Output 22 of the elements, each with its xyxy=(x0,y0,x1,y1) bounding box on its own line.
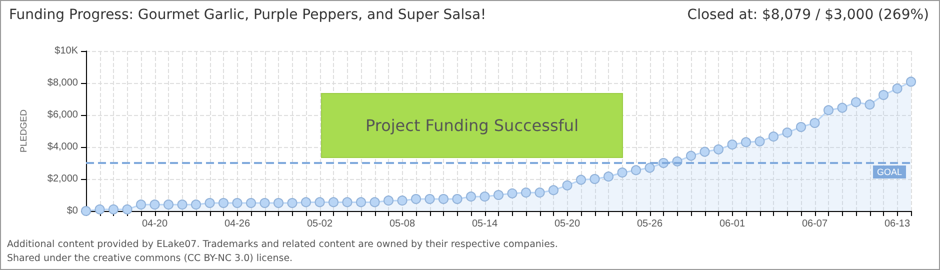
x-tick-label: 06-01 xyxy=(719,218,746,230)
x-tick-label: 05-20 xyxy=(554,218,580,230)
y-tick-label: $4,000 xyxy=(47,142,78,152)
y-tick-label: $8,000 xyxy=(47,78,78,88)
chart-title: Funding Progress: Gourmet Garlic, Purple Peppers, and Super Salsa! xyxy=(9,7,486,23)
y-tick-label: $0 xyxy=(66,206,78,216)
text: Shared under the creative commons (CC BY-NC 3.0) license. xyxy=(7,253,293,264)
x-tick-label: 04-20 xyxy=(142,218,168,230)
y-tick-label: $10K xyxy=(54,46,78,56)
x-tick-label: 04-26 xyxy=(224,218,250,230)
x-tick-label: 06-07 xyxy=(802,218,828,230)
y-tick-label: $6,000 xyxy=(47,110,78,120)
chart-subtitle: Closed at: $8,079 / $3,000 (269%) xyxy=(687,7,929,23)
x-tick-label: 05-02 xyxy=(306,218,333,230)
y-axis-title: PLEDGED xyxy=(18,108,28,153)
text: Additional content provided by ELake07. Trademarks and related content are owned by their respective companies. xyxy=(7,239,558,250)
x-tick-label: 05-14 xyxy=(472,218,498,230)
x-tick-label: 05-26 xyxy=(636,218,663,230)
x-tick-label: 05-08 xyxy=(389,218,416,230)
x-tick-label: 06-13 xyxy=(884,218,910,230)
ref-line-label: GOAL xyxy=(876,167,902,177)
y-tick-label: $2,000 xyxy=(47,174,78,184)
